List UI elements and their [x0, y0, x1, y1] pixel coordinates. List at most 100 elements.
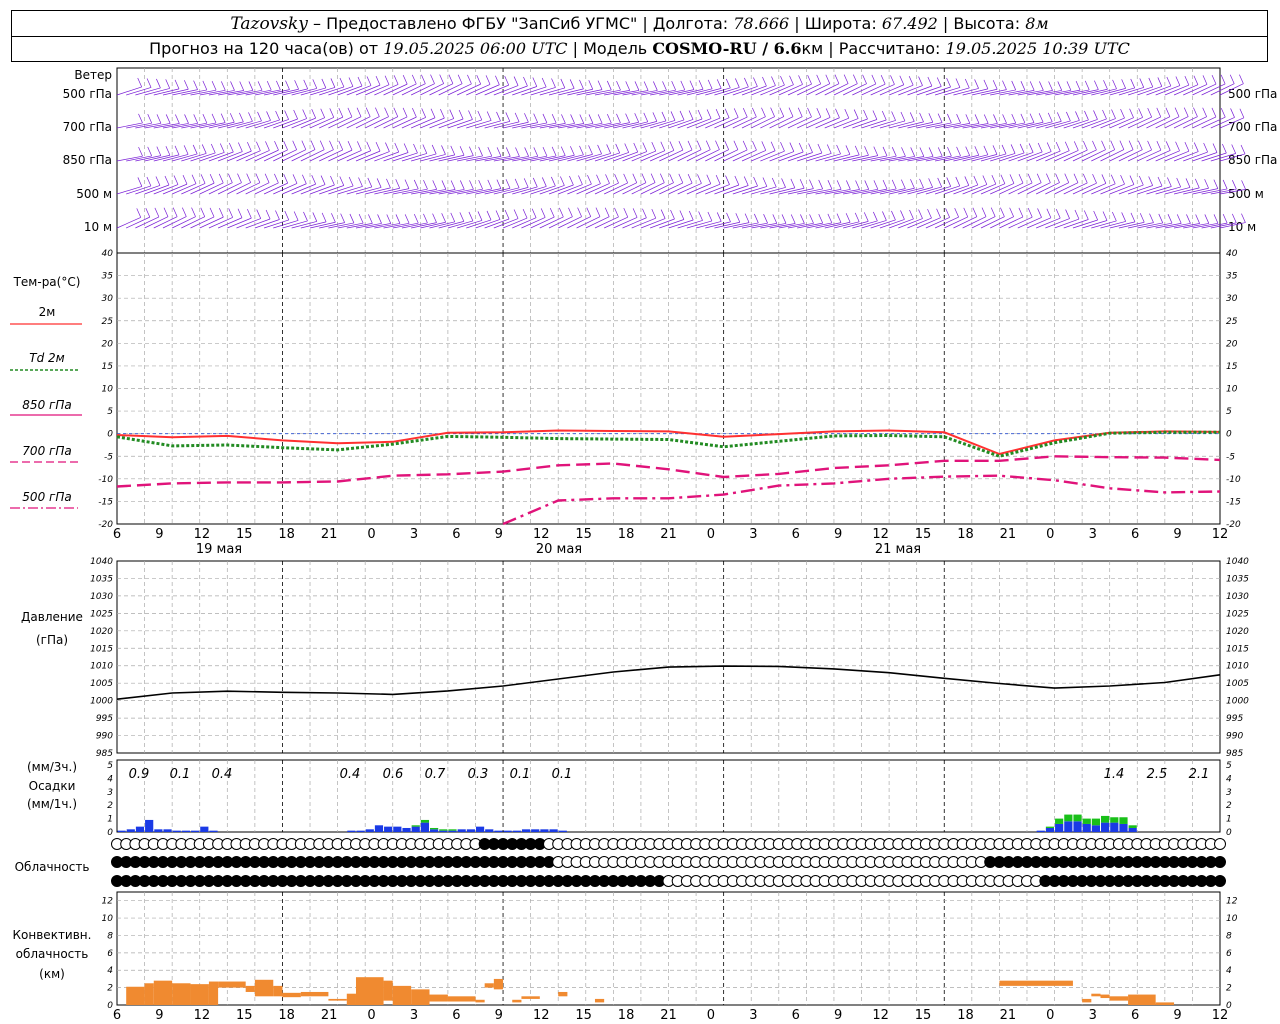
wind-barb: [282, 88, 308, 96]
lon-label: Долгота:: [652, 14, 729, 33]
wind-barb: [126, 155, 152, 162]
wind-barb: [640, 89, 667, 96]
wind-barb: [622, 182, 647, 195]
cloud-circle: [1214, 875, 1226, 887]
wind-barb: [732, 222, 759, 229]
wind-barb: [282, 183, 307, 195]
wind-barb-flag: [788, 107, 794, 117]
wind-barb-flag: [871, 74, 877, 85]
conv-title-3: (км): [39, 967, 65, 981]
wind-barb-flag: [449, 109, 455, 119]
wind-barb-flag: [650, 173, 656, 183]
wind-barb: [319, 222, 345, 229]
wind-barb: [447, 220, 474, 229]
precip-ytick: 4: [107, 774, 113, 784]
wind-barb: [1146, 116, 1171, 129]
wind-barb-flag: [928, 147, 934, 157]
wind-barb-flag: [561, 114, 566, 124]
wind-barb: [337, 150, 362, 162]
wind-barb: [447, 188, 474, 195]
wind-barb-flag: [616, 81, 621, 91]
wind-barb-flag: [210, 143, 216, 154]
conv-bar: [218, 981, 246, 988]
station-name: Tazovsky: [230, 14, 308, 34]
wind-barb-flag: [422, 144, 428, 154]
temp-ytick-right: 25: [1226, 317, 1238, 327]
conv-bar: [521, 996, 540, 999]
precip-bar-rain: [512, 830, 521, 832]
wind-barb: [456, 220, 483, 229]
wind-barb-flag: [625, 81, 631, 91]
conv-xtick: 6: [792, 1008, 800, 1023]
wind-barb-flag: [696, 140, 702, 150]
press-ytick: 995: [96, 714, 113, 724]
wind-barb: [548, 88, 575, 96]
wind-barb-flag: [974, 114, 980, 124]
wind-barb: [594, 182, 619, 195]
conv-bar: [153, 980, 173, 1005]
wind-barb-flag: [780, 141, 785, 152]
wind-barb: [953, 184, 978, 195]
wind-barb: [806, 222, 832, 229]
precip-bar-rain: [1091, 825, 1101, 832]
wind-barb-flag: [1093, 110, 1098, 120]
wind-barb: [1173, 84, 1199, 96]
temp-xtick: 12: [533, 527, 550, 542]
wind-barb-flag: [413, 179, 419, 190]
wind-barb: [1210, 83, 1235, 96]
wind-barb: [934, 185, 960, 195]
wind-barb: [797, 152, 823, 162]
temp-xtick: 0: [367, 527, 375, 542]
precip-bar-snow: [1110, 817, 1119, 823]
wind-barb: [1201, 222, 1228, 229]
wind-barb-flag: [201, 144, 207, 154]
wind-barb-flag: [1220, 107, 1226, 118]
wind-barb: [843, 189, 869, 195]
wind-barb-flag: [257, 111, 262, 122]
precip-bar-rain: [126, 829, 135, 832]
wind-barb-flag: [669, 173, 674, 183]
wind-barb: [659, 149, 684, 162]
wind-barb: [1017, 121, 1044, 129]
wind-barb-flag: [487, 179, 493, 190]
wind-barb: [512, 122, 538, 129]
wind-barb: [337, 116, 362, 129]
wind-barb-flag: [724, 140, 729, 150]
temp-ytick-right: 35: [1226, 272, 1238, 282]
wind-barb-flag: [1046, 142, 1052, 152]
precip-ytick: 2: [107, 801, 113, 811]
wind-barb-flag: [294, 80, 299, 90]
wind-barb: [668, 89, 695, 96]
wind-barb-flag: [1119, 140, 1125, 150]
wind-barb: [815, 222, 842, 229]
wind-barb-flag: [348, 77, 354, 87]
wind-barb: [429, 154, 455, 162]
wind-barb-flag: [807, 74, 812, 85]
wind-barb-flag: [901, 179, 906, 189]
wind-barb-flag: [1165, 107, 1171, 117]
wind-barb: [1036, 182, 1060, 195]
wind-barb: [1063, 182, 1088, 195]
wind-barb-flag: [193, 114, 199, 124]
wind-barb: [944, 155, 970, 162]
wind-barb: [548, 216, 573, 229]
conv-bar: [512, 999, 522, 1003]
press-ytick-right: 1015: [1226, 644, 1249, 654]
forecast-prefix: Прогноз на 120 часа(ов) от: [149, 39, 379, 58]
wind-barb: [300, 87, 326, 96]
press-ytick-right: 1000: [1226, 697, 1249, 707]
wind-barb: [346, 116, 371, 129]
temp-xtick: 9: [834, 527, 842, 542]
wind-barb: [190, 216, 215, 229]
wind-barb-flag: [1149, 213, 1154, 223]
wind-barb: [171, 216, 196, 229]
conv-bar: [447, 996, 476, 1002]
wind-barb-flag: [873, 211, 878, 222]
wind-barb-flag: [377, 214, 382, 224]
wind-barb-flag: [320, 108, 326, 118]
precip-ytick-right: 5: [1226, 761, 1232, 771]
wind-barb-flag: [533, 147, 539, 157]
wind-barb-flag: [218, 173, 224, 184]
wind-barb: [521, 155, 548, 162]
wind-barb-flag: [1204, 179, 1209, 189]
